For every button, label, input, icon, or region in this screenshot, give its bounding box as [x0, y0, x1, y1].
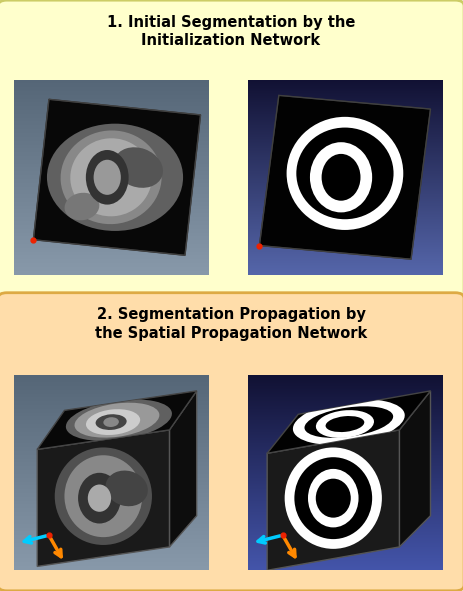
Ellipse shape — [61, 131, 162, 224]
Ellipse shape — [106, 470, 148, 506]
Ellipse shape — [308, 469, 358, 527]
Text: 1. Initial Segmentation by the
Initialization Network: 1. Initial Segmentation by the Initializ… — [107, 15, 355, 48]
Polygon shape — [267, 430, 400, 570]
Ellipse shape — [316, 410, 374, 438]
Ellipse shape — [47, 124, 183, 231]
Ellipse shape — [293, 400, 405, 445]
Ellipse shape — [287, 117, 403, 230]
Ellipse shape — [70, 138, 152, 216]
Ellipse shape — [114, 147, 163, 188]
Ellipse shape — [78, 473, 121, 524]
Ellipse shape — [94, 160, 121, 195]
Polygon shape — [259, 95, 431, 259]
Ellipse shape — [103, 417, 119, 427]
Ellipse shape — [322, 154, 361, 201]
Ellipse shape — [86, 409, 140, 435]
Ellipse shape — [64, 193, 100, 220]
Polygon shape — [37, 391, 197, 449]
Ellipse shape — [285, 447, 382, 549]
Ellipse shape — [86, 150, 129, 204]
Text: 2. Segmentation Propagation by
the Spatial Propagation Network: 2. Segmentation Propagation by the Spati… — [95, 307, 367, 340]
Ellipse shape — [64, 455, 142, 537]
Ellipse shape — [66, 400, 172, 441]
Polygon shape — [169, 391, 197, 547]
Ellipse shape — [294, 457, 372, 539]
Polygon shape — [33, 99, 200, 255]
Ellipse shape — [305, 407, 393, 438]
Ellipse shape — [296, 128, 394, 219]
Polygon shape — [37, 430, 169, 566]
Ellipse shape — [316, 479, 351, 518]
Polygon shape — [400, 391, 431, 547]
FancyBboxPatch shape — [0, 0, 463, 298]
Ellipse shape — [310, 142, 372, 212]
Ellipse shape — [325, 416, 364, 432]
Ellipse shape — [55, 447, 152, 545]
Polygon shape — [267, 391, 431, 453]
Ellipse shape — [75, 402, 159, 437]
Ellipse shape — [88, 485, 111, 512]
Ellipse shape — [95, 414, 127, 430]
FancyBboxPatch shape — [0, 293, 463, 591]
